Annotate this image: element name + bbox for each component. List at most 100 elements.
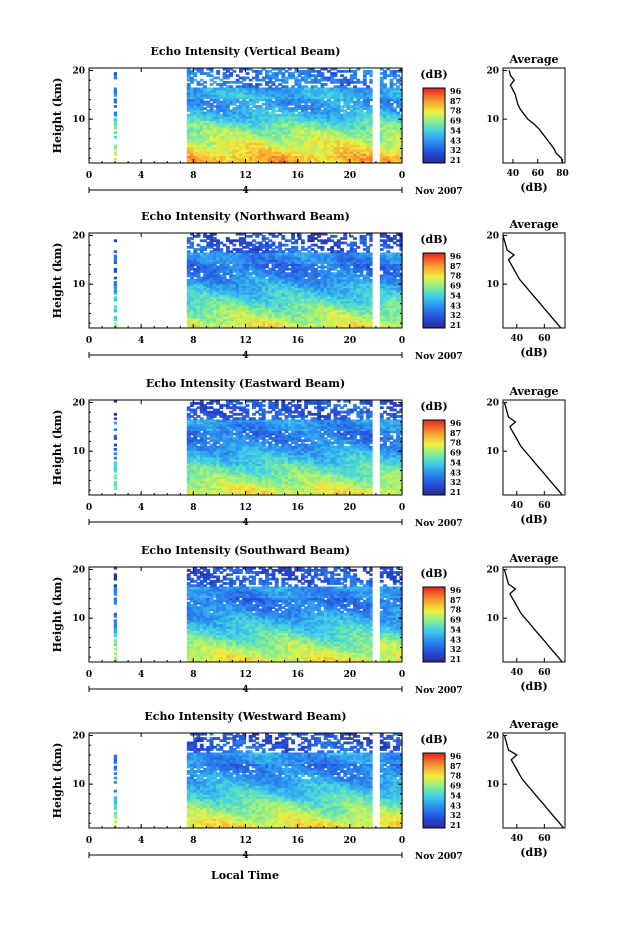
heatmap-cell (196, 252, 201, 256)
heatmap-cell (366, 89, 370, 93)
heatmap-cell (327, 94, 331, 97)
heatmap-cell (346, 142, 351, 146)
heatmap-cell (396, 124, 400, 128)
heatmap-cell (235, 307, 240, 311)
heatmap-cell (399, 100, 403, 104)
heatmap-cell (199, 133, 204, 137)
heatmap-cell (340, 144, 344, 148)
heatmap-cell (310, 109, 315, 113)
heatmap-cell (369, 94, 373, 97)
heatmap-cell (359, 122, 364, 126)
heatmap-cell (369, 87, 373, 91)
heatmap-cell (222, 294, 227, 297)
heatmap-cell (248, 126, 253, 130)
heatmap-cell (300, 115, 305, 119)
heatmap-cell (225, 307, 230, 311)
heatmap-cell (278, 142, 282, 146)
heatmap-cell (284, 102, 289, 106)
heatmap-cell (330, 126, 335, 130)
heatmap-cell (258, 72, 263, 75)
heatmap-cell (232, 151, 237, 154)
heatmap-cell (261, 120, 266, 124)
heatmap-cell (232, 122, 237, 126)
heatmap-cell (225, 287, 230, 291)
heatmap-cell (343, 140, 348, 143)
heatmap-cell (396, 155, 400, 159)
heatmap-cell (232, 316, 237, 319)
heatmap-cell (369, 148, 373, 152)
heatmap-cell (212, 296, 217, 300)
heatmap-cell (383, 122, 387, 126)
heatmap-cell (238, 291, 243, 295)
heatmap-cell (238, 89, 243, 93)
heatmap-cell (222, 291, 227, 295)
heatmap-cell (274, 144, 279, 148)
heatmap-cell (307, 148, 312, 152)
heatmap-cell (274, 118, 279, 121)
heatmap-cell (242, 267, 247, 271)
heatmap-cell (193, 256, 198, 260)
heatmap-cell (396, 69, 400, 73)
heatmap-cell (284, 69, 289, 73)
heatmap-cell (196, 137, 201, 141)
heatmap-cell (206, 322, 211, 326)
heatmap-cell (356, 148, 361, 152)
heatmap-cell (336, 153, 341, 157)
heatmap-cell (186, 91, 191, 95)
heatmap-cell (274, 109, 279, 113)
heatmap-cell (190, 105, 194, 108)
heatmap-cell (386, 140, 391, 143)
heatmap-cell (209, 129, 214, 132)
heatmap-cell (396, 126, 400, 130)
heatmap-cell (287, 118, 292, 121)
heatmap-cell (366, 144, 370, 148)
heatmap-cell (369, 111, 373, 115)
heatmap-cell (323, 142, 328, 146)
heatmap-cell (383, 157, 387, 161)
heatmap-cell (206, 241, 211, 245)
heatmap-cell (255, 74, 260, 78)
heatmap-cell (232, 144, 237, 148)
heatmap-cell (327, 129, 331, 132)
heatmap-cell (389, 109, 394, 113)
heatmap-cell (320, 87, 325, 91)
heatmap-cell (196, 289, 201, 293)
heatmap-cell (209, 107, 214, 111)
heatmap-cell (186, 291, 191, 295)
heatmap-cell (209, 111, 214, 115)
heatmap-cell (248, 159, 253, 163)
heatmap-cell (113, 305, 117, 308)
heatmap-cell (291, 91, 296, 95)
heatmap-cell (209, 278, 214, 282)
heatmap-cell (366, 105, 370, 108)
heatmap-cell (196, 126, 201, 130)
heatmap-cell (310, 137, 315, 141)
heatmap-cell (261, 91, 266, 95)
heatmap-cell (346, 80, 351, 84)
heatmap-cell (252, 159, 256, 163)
heatmap-cell (216, 137, 221, 141)
heatmap-cell (212, 135, 217, 139)
heatmap-cell (229, 272, 234, 276)
heatmap-cell (219, 83, 224, 86)
heatmap-cell (333, 120, 338, 124)
heatmap-cell (327, 155, 331, 159)
heatmap-cell (274, 133, 279, 137)
heatmap-cell (359, 107, 364, 111)
heatmap-cell (346, 133, 351, 137)
heatmap-cell (287, 137, 292, 141)
heatmap-cell (366, 133, 370, 137)
heatmap-cell (190, 265, 194, 269)
heatmap-cell (392, 109, 397, 113)
heatmap-cell (349, 113, 354, 117)
heatmap-cell (199, 91, 204, 95)
heatmap-cell (216, 115, 221, 119)
heatmap-cell (212, 252, 217, 256)
heatmap-cell (284, 124, 289, 128)
heatmap-cell (369, 80, 373, 84)
heatmap-cell (336, 111, 341, 115)
heatmap-cell (369, 129, 373, 132)
heatmap-cell (203, 256, 207, 260)
heatmap-cell (327, 137, 331, 141)
heatmap-cell (206, 320, 211, 324)
